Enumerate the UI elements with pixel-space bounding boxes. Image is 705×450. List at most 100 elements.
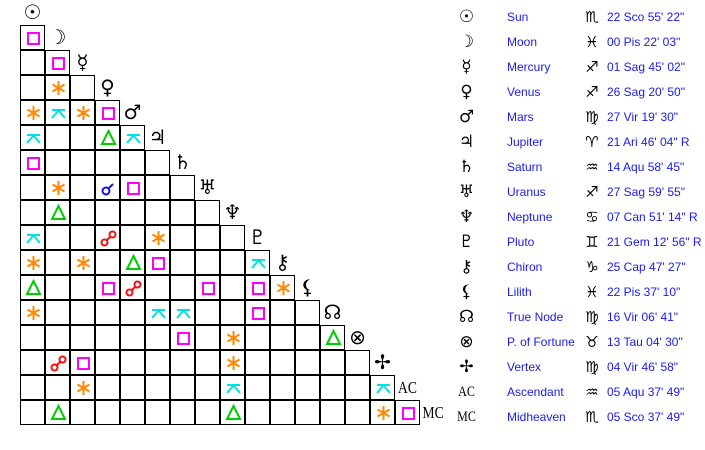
aspect-mercury-moon[interactable] xyxy=(44,49,70,75)
aspect-true-node-pluto[interactable] xyxy=(244,299,270,325)
aspect-lilith-pluto[interactable] xyxy=(244,274,270,300)
aspect-ascendant-neptune[interactable] xyxy=(219,374,245,400)
aspect-true-node-jupiter[interactable] xyxy=(144,299,170,325)
aspect-cell[interactable] xyxy=(219,274,245,300)
aspect-cell[interactable] xyxy=(194,224,220,250)
planet-name[interactable]: Uranus xyxy=(507,185,546,199)
aspect-cell[interactable] xyxy=(169,374,195,400)
aspect-cell[interactable] xyxy=(69,149,95,175)
aspect-cell[interactable] xyxy=(169,224,195,250)
aspect-midheaven-ascendant[interactable] xyxy=(394,399,420,425)
planet-position[interactable]: 13 Tau 04' 30" xyxy=(607,335,683,349)
aspect-cell[interactable] xyxy=(69,324,95,350)
aspect-cell[interactable] xyxy=(69,224,95,250)
aspect-cell[interactable] xyxy=(269,374,295,400)
aspect-cell[interactable] xyxy=(94,374,120,400)
aspect-vertex-neptune[interactable] xyxy=(219,349,245,375)
aspect-cell[interactable] xyxy=(144,274,170,300)
aspect-jupiter-sun[interactable] xyxy=(19,124,45,150)
aspect-cell[interactable] xyxy=(294,349,320,375)
aspect-cell[interactable] xyxy=(19,374,45,400)
aspect-chiron-jupiter[interactable] xyxy=(144,249,170,275)
aspect-cell[interactable] xyxy=(344,399,370,425)
aspect-cell[interactable] xyxy=(319,374,345,400)
aspect-midheaven-moon[interactable] xyxy=(44,399,70,425)
planet-position[interactable]: 04 Vir 46' 58" xyxy=(607,360,679,374)
aspect-cell[interactable] xyxy=(194,299,220,325)
planet-name[interactable]: Neptune xyxy=(507,210,553,224)
aspect-jupiter-mars[interactable] xyxy=(119,124,145,150)
aspect-cell[interactable] xyxy=(69,174,95,200)
aspect-cell[interactable] xyxy=(219,299,245,325)
aspect-cell[interactable] xyxy=(44,299,70,325)
aspect-cell[interactable] xyxy=(194,399,220,425)
planet-name[interactable]: Moon xyxy=(507,35,538,49)
aspect-lilith-sun[interactable] xyxy=(19,274,45,300)
aspect-cell[interactable] xyxy=(119,399,145,425)
aspect-cell[interactable] xyxy=(144,199,170,225)
planet-position[interactable]: 25 Cap 47' 27" xyxy=(607,260,686,274)
aspect-cell[interactable] xyxy=(94,149,120,175)
planet-position[interactable]: 07 Can 51' 14" R xyxy=(607,210,698,224)
aspect-cell[interactable] xyxy=(144,149,170,175)
aspect-cell[interactable] xyxy=(119,149,145,175)
aspect-cell[interactable] xyxy=(19,49,45,75)
aspect-cell[interactable] xyxy=(19,399,45,425)
aspect-cell[interactable] xyxy=(69,199,95,225)
planet-position[interactable]: 27 Vir 19' 30" xyxy=(607,110,679,124)
aspect-cell[interactable] xyxy=(94,349,120,375)
aspect-uranus-mars[interactable] xyxy=(119,174,145,200)
aspect-chiron-mercury[interactable] xyxy=(69,249,95,275)
aspect-cell[interactable] xyxy=(269,349,295,375)
aspect-cell[interactable] xyxy=(319,349,345,375)
aspect-mars-sun[interactable] xyxy=(19,99,45,125)
aspect-cell[interactable] xyxy=(19,74,45,100)
planet-position[interactable]: 01 Sag 45' 02" xyxy=(607,60,685,74)
planet-name[interactable]: Pluto xyxy=(507,235,535,249)
aspect-cell[interactable] xyxy=(69,274,95,300)
aspect-chiron-pluto[interactable] xyxy=(244,249,270,275)
aspect-cell[interactable] xyxy=(19,199,45,225)
aspect-cell[interactable] xyxy=(69,299,95,325)
planet-position[interactable]: 14 Aqu 58' 45" xyxy=(607,160,685,174)
planet-position[interactable]: 22 Sco 55' 22" xyxy=(607,10,685,24)
aspect-cell[interactable] xyxy=(169,349,195,375)
aspect-pluto-venus[interactable] xyxy=(94,224,120,250)
aspect-cell[interactable] xyxy=(194,199,220,225)
aspect-ascendant-mercury[interactable] xyxy=(69,374,95,400)
aspect-cell[interactable] xyxy=(44,374,70,400)
aspect-cell[interactable] xyxy=(269,399,295,425)
aspect-true-node-sun[interactable] xyxy=(19,299,45,325)
aspect-cell[interactable] xyxy=(294,324,320,350)
aspect-chiron-sun[interactable] xyxy=(19,249,45,275)
aspect-cell[interactable] xyxy=(194,349,220,375)
aspect-cell[interactable] xyxy=(94,299,120,325)
aspect-cell[interactable] xyxy=(119,224,145,250)
aspect-cell[interactable] xyxy=(94,249,120,275)
aspect-cell[interactable] xyxy=(344,374,370,400)
aspect-true-node-saturn[interactable] xyxy=(169,299,195,325)
aspect-cell[interactable] xyxy=(294,299,320,325)
aspect-cell[interactable] xyxy=(119,349,145,375)
planet-name[interactable]: Sun xyxy=(507,10,529,24)
aspect-cell[interactable] xyxy=(144,324,170,350)
planet-position[interactable]: 21 Ari 46' 04" R xyxy=(607,135,690,149)
aspect-pluto-jupiter[interactable] xyxy=(144,224,170,250)
aspect-cell[interactable] xyxy=(94,399,120,425)
planet-name[interactable]: Saturn xyxy=(507,160,543,174)
aspect-vertex-moon[interactable] xyxy=(44,349,70,375)
aspect-cell[interactable] xyxy=(94,324,120,350)
planet-position[interactable]: 16 Vir 06' 41" xyxy=(607,310,679,324)
aspect-cell[interactable] xyxy=(119,374,145,400)
aspect-lilith-uranus[interactable] xyxy=(194,274,220,300)
aspect-vertex-mercury[interactable] xyxy=(69,349,95,375)
aspect-venus-moon[interactable] xyxy=(44,74,70,100)
aspect-p-of-fortune-saturn[interactable] xyxy=(169,324,195,350)
aspect-cell[interactable] xyxy=(19,349,45,375)
aspect-cell[interactable] xyxy=(194,324,220,350)
aspect-cell[interactable] xyxy=(219,249,245,275)
aspect-chiron-mars[interactable] xyxy=(119,249,145,275)
aspect-uranus-venus[interactable] xyxy=(94,174,120,200)
aspect-cell[interactable] xyxy=(44,124,70,150)
aspect-mars-moon[interactable] xyxy=(44,99,70,125)
